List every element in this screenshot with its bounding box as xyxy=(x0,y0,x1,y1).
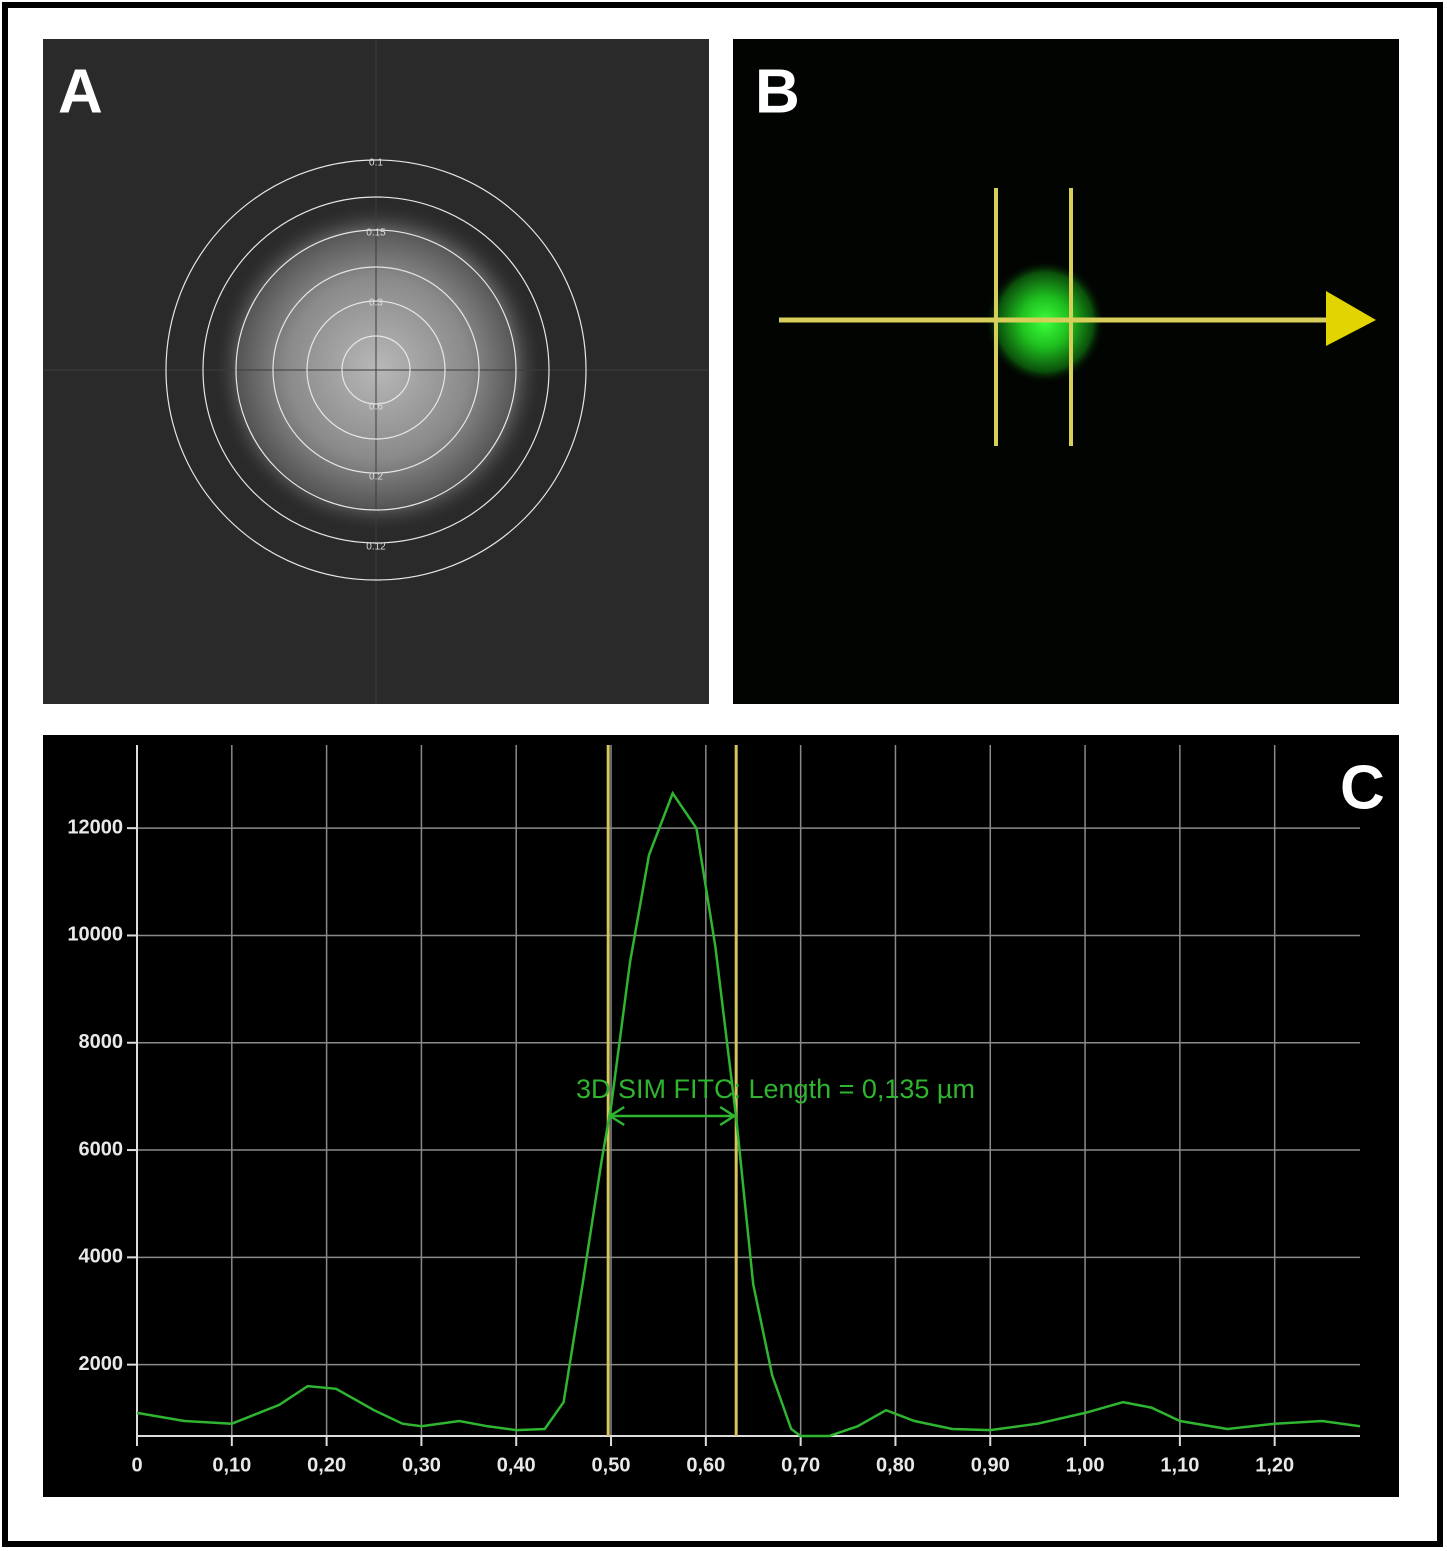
resolution-ring xyxy=(165,159,587,581)
resolution-ring xyxy=(341,335,411,405)
x-tick-label: 1,10 xyxy=(1160,1454,1199,1476)
ring-label: 0.2 xyxy=(369,472,383,483)
arrow-head xyxy=(1326,291,1376,346)
resolution-ring xyxy=(235,229,517,511)
panel-label: A xyxy=(58,57,103,126)
panel-b: B xyxy=(733,39,1399,704)
x-tick-label: 1,20 xyxy=(1255,1454,1294,1476)
ring-label: 0.6 xyxy=(369,402,383,413)
y-tick-label: 12000 xyxy=(67,816,123,838)
resolution-ring xyxy=(306,300,446,440)
y-tick-label: 4000 xyxy=(79,1246,124,1268)
ring-label: 0.3 xyxy=(369,298,383,309)
x-tick-label: 0,40 xyxy=(497,1454,536,1476)
profile-line xyxy=(136,790,1361,1438)
panel-label: C xyxy=(1340,753,1385,822)
y-tick-label: 2000 xyxy=(79,1353,124,1375)
x-tick-label: 0,20 xyxy=(307,1454,346,1476)
y-tick-label: 8000 xyxy=(79,1031,124,1053)
annotation: 3D SIM FITC: Length = 0,135 µm xyxy=(576,1074,975,1104)
spectrum-glow xyxy=(213,203,543,533)
x-tick-label: 0,80 xyxy=(876,1454,915,1476)
x-tick-label: 0,70 xyxy=(781,1454,820,1476)
panel-a: 0.1 0.15 0.3 0.6 0.2 0.12 A xyxy=(43,39,709,704)
ring-label: 0.1 xyxy=(369,158,383,169)
x-tick-label: 0,60 xyxy=(686,1454,725,1476)
ring-label: 0.12 xyxy=(366,542,386,553)
ring-label: 0.15 xyxy=(366,228,386,239)
x-tick-label: 0,10 xyxy=(212,1454,251,1476)
x-tick-label: 0,50 xyxy=(592,1454,631,1476)
x-tick-label: 0 xyxy=(131,1454,142,1476)
x-tick-label: 1,00 xyxy=(1066,1454,1105,1476)
y-tick-label: 10000 xyxy=(67,924,123,946)
resolution-ring xyxy=(272,266,480,474)
panel-c: 2000 4000 6000 8000 10000 12000 0 0,10 0,20 0,30 0… xyxy=(43,735,1399,1497)
panel-label: B xyxy=(755,57,800,126)
arrow-head xyxy=(607,1105,737,1127)
x-tick-label: 0,30 xyxy=(402,1454,441,1476)
resolution-ring xyxy=(202,196,550,544)
y-tick-label: 6000 xyxy=(79,1138,124,1160)
x-tick-label: 0,90 xyxy=(971,1454,1010,1476)
